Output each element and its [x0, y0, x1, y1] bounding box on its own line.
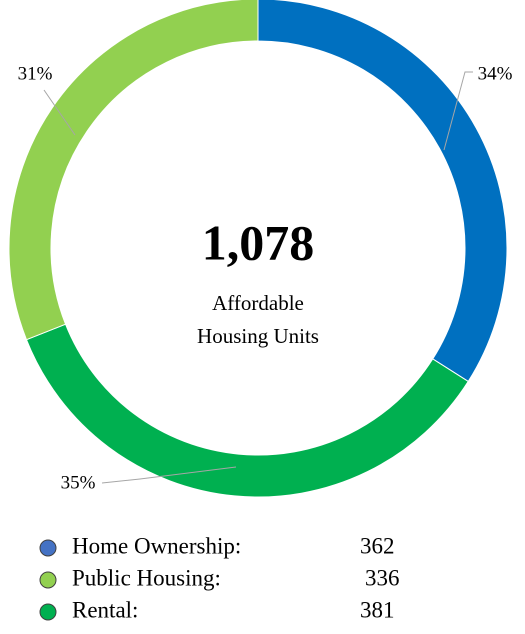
percent-label: 31%	[18, 63, 53, 84]
legend-marker	[39, 539, 57, 557]
donut-slice	[257, 0, 508, 383]
leader-line	[101, 466, 237, 484]
center-label: Affordable	[212, 291, 304, 315]
legend-label: Home Ownership:	[72, 533, 241, 558]
donut-slice	[8, 0, 259, 341]
leader-line	[443, 71, 473, 151]
percent-label: 35%	[61, 472, 96, 493]
legend-label: Public Housing:	[72, 565, 221, 590]
center-label: Housing Units	[197, 324, 319, 348]
percent-label: 34%	[478, 63, 513, 84]
legend-value: 381	[360, 597, 395, 622]
legend-value: 362	[360, 533, 395, 558]
donut-slice	[25, 323, 469, 498]
leader-line	[43, 89, 76, 136]
center-value: 1,078	[202, 214, 315, 270]
legend-marker	[39, 571, 57, 589]
legend-value: 336	[365, 565, 400, 590]
legend-label: Rental:	[72, 597, 138, 622]
legend-marker	[39, 603, 57, 621]
